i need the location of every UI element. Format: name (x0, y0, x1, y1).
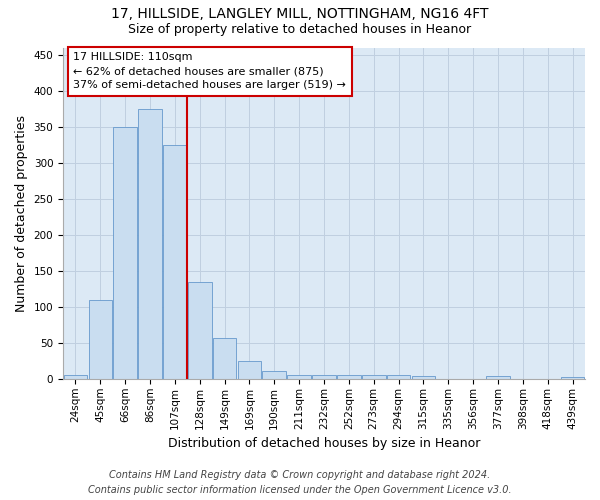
Bar (262, 371, 286, 379)
Bar (387, 376, 410, 379)
Text: 17 HILLSIDE: 110sqm
← 62% of detached houses are smaller (875)
37% of semi-detac: 17 HILLSIDE: 110sqm ← 62% of detached ho… (73, 52, 346, 90)
Y-axis label: Number of detached properties: Number of detached properties (15, 114, 28, 312)
Text: 17, HILLSIDE, LANGLEY MILL, NOTTINGHAM, NG16 4FT: 17, HILLSIDE, LANGLEY MILL, NOTTINGHAM, … (111, 8, 489, 22)
Bar (64, 376, 87, 379)
Bar (486, 376, 510, 379)
Bar (287, 374, 311, 379)
Bar (113, 126, 137, 379)
X-axis label: Distribution of detached houses by size in Heanor: Distribution of detached houses by size … (168, 437, 480, 450)
Bar (362, 376, 386, 379)
Bar (238, 361, 261, 379)
Bar (138, 108, 162, 379)
Text: Contains HM Land Registry data © Crown copyright and database right 2024.
Contai: Contains HM Land Registry data © Crown c… (88, 470, 512, 495)
Text: Size of property relative to detached houses in Heanor: Size of property relative to detached ho… (128, 22, 472, 36)
Bar (188, 282, 212, 379)
Bar (89, 300, 112, 379)
Bar (337, 376, 361, 379)
Bar (312, 376, 336, 379)
Bar (213, 338, 236, 379)
Bar (163, 145, 187, 379)
Bar (412, 376, 435, 379)
Bar (561, 376, 584, 379)
